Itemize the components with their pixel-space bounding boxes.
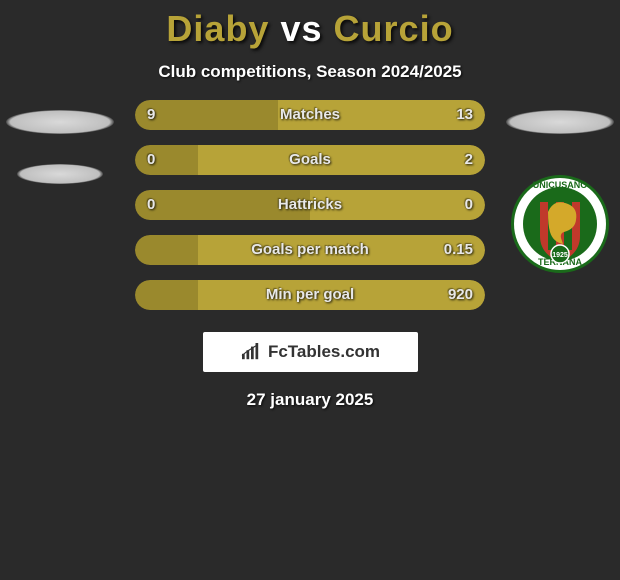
title-player1: Diaby: [166, 8, 269, 49]
bar-chart-icon: [240, 343, 262, 361]
stat-label: Goals: [135, 145, 485, 175]
club-crest: UNICUSANO TERNANA 1925: [510, 164, 610, 284]
player-shadow-ellipse: [17, 164, 103, 184]
player-shadow-ellipse: [506, 110, 614, 134]
stat-label: Min per goal: [135, 280, 485, 310]
comparison-subtitle: Club competitions, Season 2024/2025: [0, 62, 620, 82]
title-vs: vs: [280, 8, 322, 49]
stat-label: Goals per match: [135, 235, 485, 265]
stat-row: 00Hattricks: [135, 190, 485, 220]
stat-label: Matches: [135, 100, 485, 130]
player-shadow-ellipse: [6, 110, 114, 134]
stat-row: 0.15Goals per match: [135, 235, 485, 265]
title-player2: Curcio: [334, 8, 454, 49]
comparison-rows: 913Matches 02Goals 00Hattricks 0.15Goals pe…: [135, 100, 485, 310]
player-left-graphic: [0, 110, 120, 214]
crest-year: 1925: [552, 252, 568, 259]
comparison-title: Diaby vs Curcio: [0, 0, 620, 50]
branding-bar: FcTables.com: [203, 332, 418, 372]
crest-text-top: UNICUSANO: [533, 180, 588, 190]
stat-row: 913Matches: [135, 100, 485, 130]
comparison-date: 27 january 2025: [0, 390, 620, 410]
stat-row: 920Min per goal: [135, 280, 485, 310]
stat-row: 02Goals: [135, 145, 485, 175]
player-right-graphic: UNICUSANO TERNANA 1925: [500, 110, 620, 284]
stat-label: Hattricks: [135, 190, 485, 220]
branding-text: FcTables.com: [268, 342, 380, 362]
